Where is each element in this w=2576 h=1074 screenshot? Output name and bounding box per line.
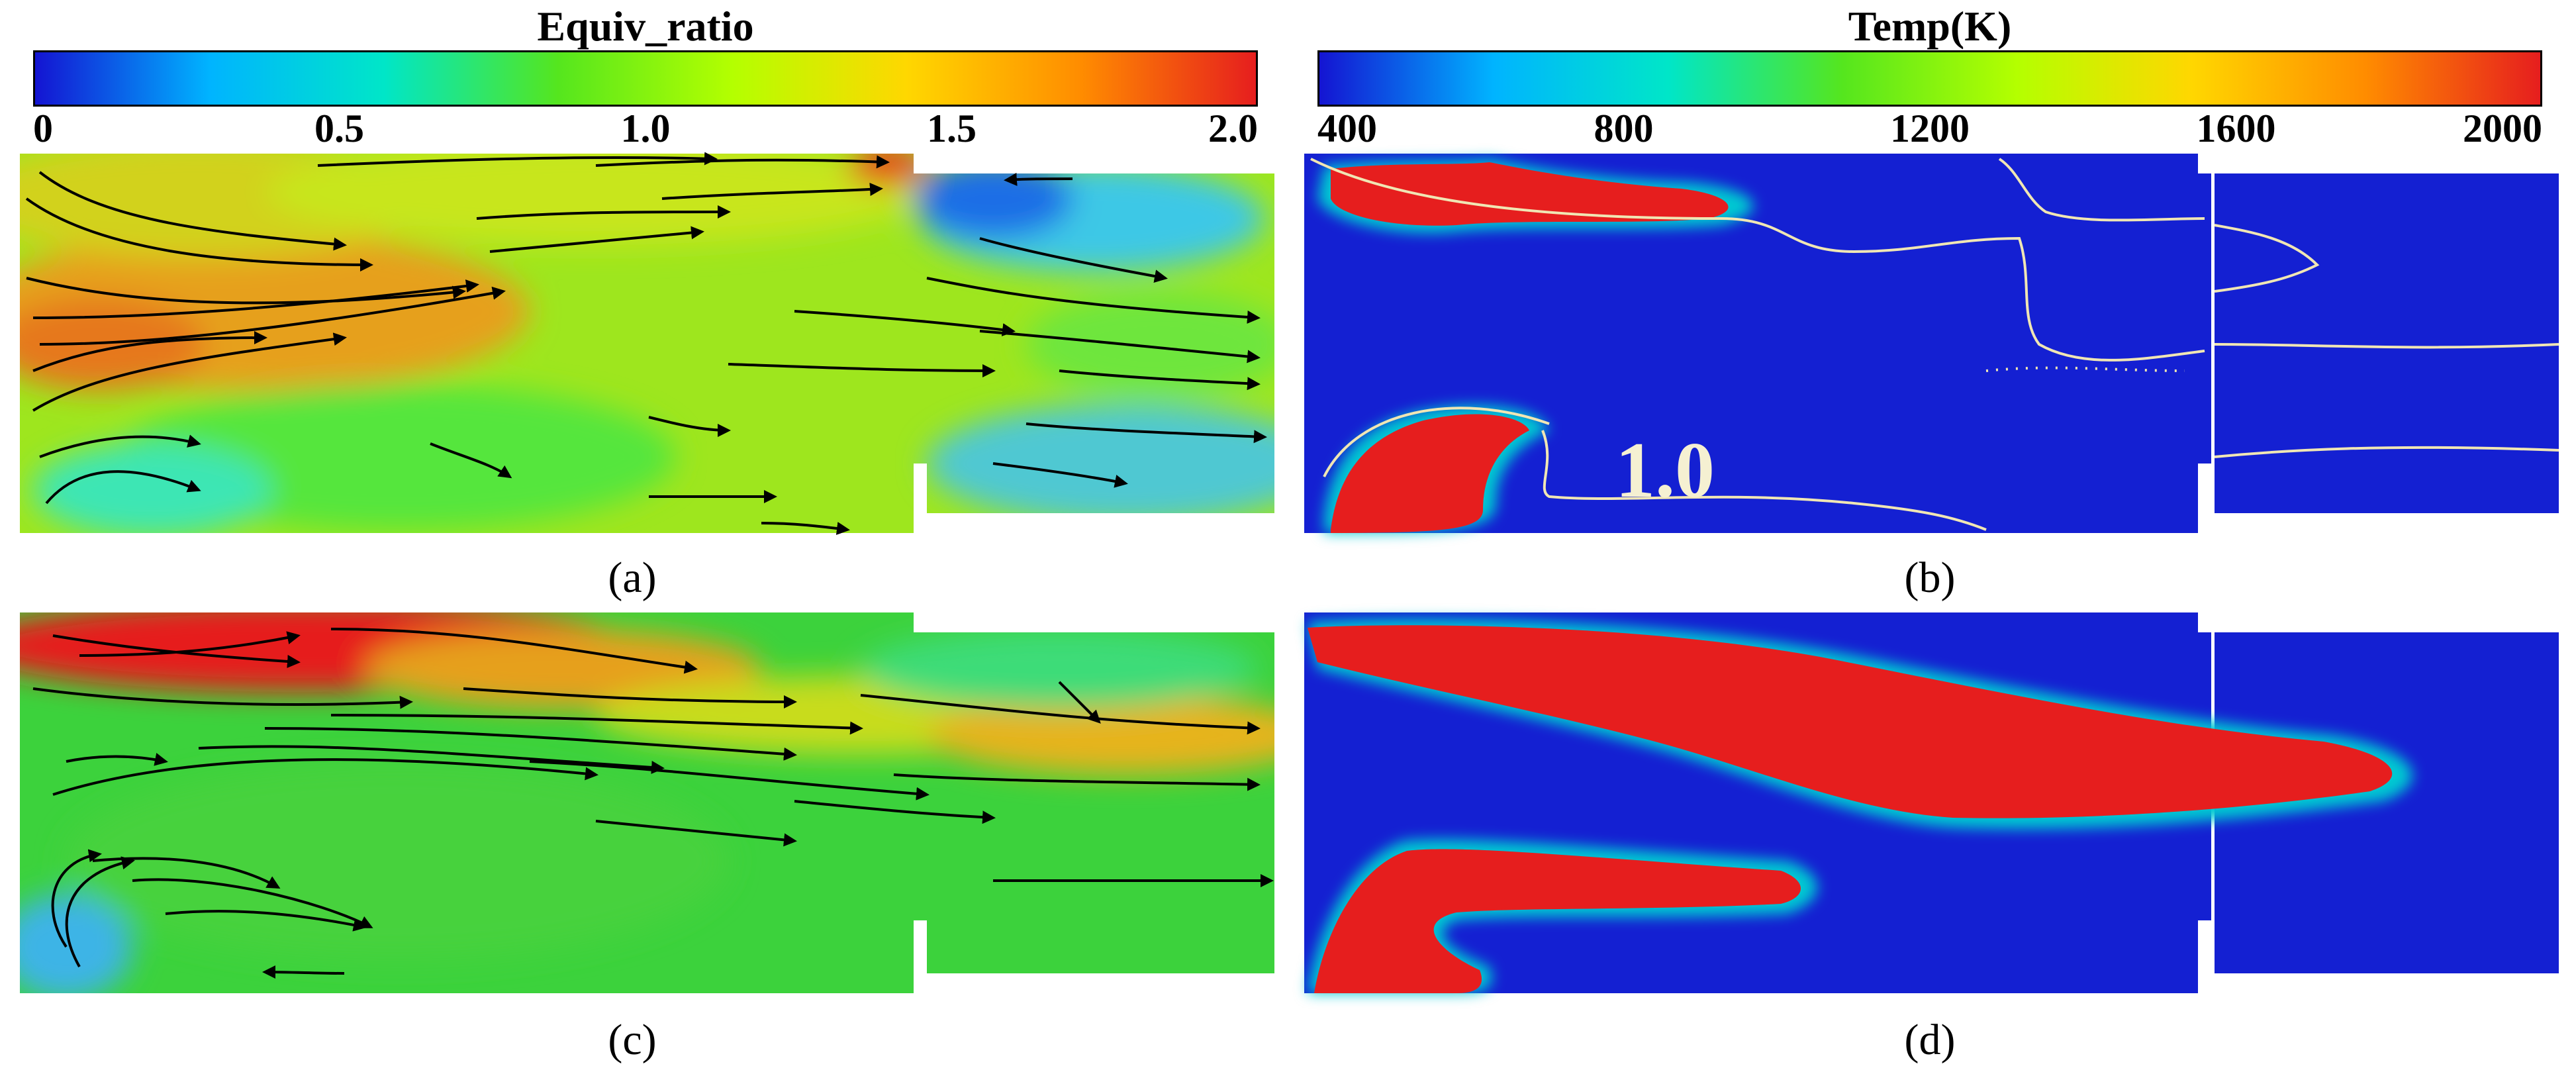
equiv-ratio-colorbar-title: Equiv_ratio (537, 3, 754, 50)
caption-b: (b) (1904, 554, 1956, 602)
equiv-tick-label: 0.5 (314, 107, 364, 150)
temp-tick-label: 400 (1317, 107, 1377, 150)
contour-line-label: 1.0 (1615, 426, 1715, 514)
temp-tick-label: 1200 (1890, 107, 1970, 150)
equiv-ratio-gradient (33, 50, 1258, 107)
panel-c-equiv-ratio-field (20, 612, 1274, 993)
caption-d: (d) (1904, 1016, 1956, 1064)
equiv-tick-label: 1.0 (620, 107, 671, 150)
equiv-tick-label: 2.0 (1208, 107, 1258, 150)
caption-a: (a) (608, 554, 657, 602)
temperature-colorbar-title: Temp(K) (1848, 3, 2012, 50)
temp-tick-label: 800 (1594, 107, 1654, 150)
temp-tick-label: 2000 (2463, 107, 2542, 150)
panel-a-equiv-ratio-field (20, 152, 1274, 535)
temp-tick-label: 1600 (2196, 107, 2276, 150)
panel-d-temperature-field (1304, 612, 2559, 993)
equiv-tick-label: 0 (33, 107, 53, 150)
caption-c: (c) (608, 1016, 657, 1064)
equiv-tick-label: 1.5 (927, 107, 977, 150)
temperature-gradient (1317, 50, 2542, 107)
panel-b-temperature-field: 1.0 (1304, 154, 2559, 533)
